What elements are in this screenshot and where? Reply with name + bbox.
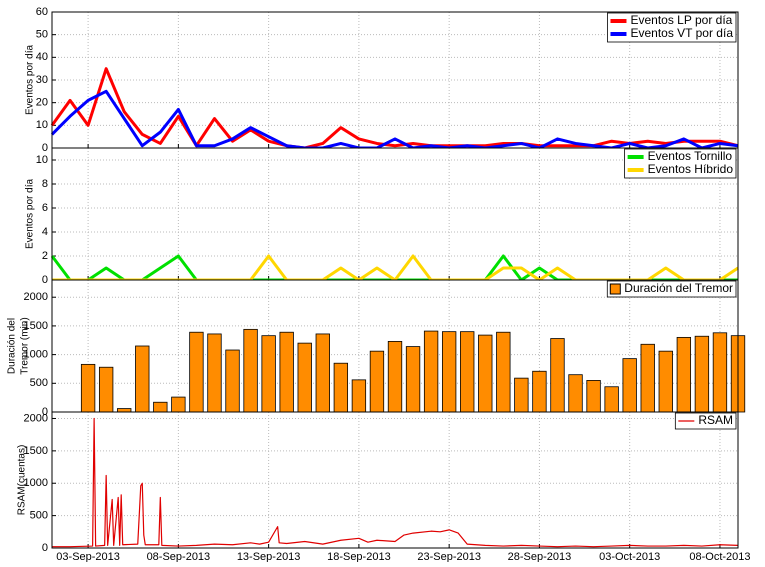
bar	[297, 342, 312, 413]
y-tick-label: 10	[36, 119, 48, 131]
x-tick-label: 03-Oct-2013	[599, 551, 660, 562]
y-tick-label: 60	[36, 6, 48, 18]
y-tick-label: 2000	[24, 291, 48, 303]
y-tick-label: 8	[42, 178, 48, 190]
bar	[568, 374, 583, 413]
bar	[405, 346, 421, 413]
bar	[640, 343, 655, 413]
x-tick-label: 03-Sep-2013	[56, 551, 120, 562]
bar	[243, 328, 258, 413]
plot-frame	[51, 411, 739, 549]
bar	[153, 401, 168, 413]
bar	[351, 379, 367, 413]
y-tick-label: 1500	[24, 320, 48, 332]
legend-label: Eventos Híbrido	[648, 162, 734, 176]
bar	[387, 341, 403, 413]
y-tick-label: 0	[42, 274, 48, 286]
bar	[117, 408, 132, 413]
bar	[550, 338, 565, 413]
bar	[676, 336, 692, 413]
y-tick-label: 500	[30, 377, 48, 389]
bar	[333, 362, 349, 413]
bar	[207, 333, 222, 413]
x-tick-label: 08-Sep-2013	[147, 551, 211, 562]
bar	[694, 335, 710, 413]
legend-label: Duración del Tremor	[624, 281, 733, 295]
bar	[423, 330, 439, 413]
y-tick-label: 50	[36, 29, 48, 41]
bar	[369, 350, 385, 413]
bar	[586, 380, 601, 413]
y-axis-label: Duración del	[7, 318, 18, 374]
bar	[622, 358, 637, 413]
legend-box	[624, 148, 737, 179]
y-tick-label: 4	[42, 226, 48, 238]
bar	[135, 345, 150, 413]
bar	[604, 386, 619, 413]
bar	[460, 331, 475, 413]
x-tick-label: 08-Oct-2013	[689, 551, 750, 562]
y-tick-label: 1000	[24, 349, 48, 361]
y-axis-label: RSAM(cuentas)	[17, 445, 28, 516]
y-tick-label: 10	[36, 154, 48, 166]
y-tick-label: 30	[36, 74, 48, 86]
legend-box	[607, 12, 737, 43]
bar	[315, 333, 330, 413]
y-axis-label: Eventos por día	[25, 179, 36, 249]
y-tick-label: 0	[42, 406, 48, 418]
bar	[171, 396, 186, 413]
legend-label: Eventos VT por día	[630, 26, 733, 40]
y-tick-label: 0	[42, 142, 48, 154]
legend-key	[609, 283, 621, 295]
legend-box	[674, 412, 737, 430]
bar	[478, 334, 493, 413]
bar	[496, 331, 511, 413]
legend: Duración del Tremor	[606, 280, 737, 298]
y-axis-label: Tremor (min)	[20, 317, 31, 374]
data-line	[50, 67, 739, 150]
data-line	[52, 417, 739, 548]
y-tick-label: 2000	[24, 412, 48, 424]
y-tick-label: 40	[36, 51, 48, 63]
plot-area	[52, 412, 738, 548]
bar	[189, 331, 204, 413]
y-axis-label: Eventos por día	[25, 45, 36, 115]
x-tick-label: 23-Sep-2013	[417, 551, 481, 562]
plot-area	[52, 148, 738, 280]
y-tick-label: 500	[30, 510, 48, 522]
legend: RSAM	[674, 412, 737, 430]
bar	[225, 349, 240, 413]
bar	[98, 366, 114, 413]
x-tick-label: 18-Sep-2013	[327, 551, 391, 562]
y-tick-label: 1500	[24, 445, 48, 457]
bar	[441, 331, 457, 413]
bar	[279, 331, 294, 413]
bar	[658, 350, 673, 413]
y-tick-label: 6	[42, 202, 48, 214]
y-tick-label: 0	[42, 542, 48, 554]
x-tick-label: 13-Sep-2013	[237, 551, 301, 562]
legend-label: Eventos LP por día	[630, 13, 732, 27]
y-tick-label: 2	[42, 250, 48, 262]
bar	[261, 335, 276, 413]
legend-box	[606, 280, 737, 298]
legend-label: RSAM	[698, 413, 733, 427]
y-tick-label: 1000	[24, 477, 48, 489]
y-tick-label: 20	[36, 97, 48, 109]
legend-label: Eventos Tornillo	[648, 149, 733, 163]
bar	[514, 377, 529, 413]
x-tick-label: 28-Sep-2013	[508, 551, 572, 562]
bar	[712, 332, 728, 413]
data-line	[50, 89, 739, 150]
bar	[80, 363, 96, 413]
bar	[532, 370, 547, 413]
